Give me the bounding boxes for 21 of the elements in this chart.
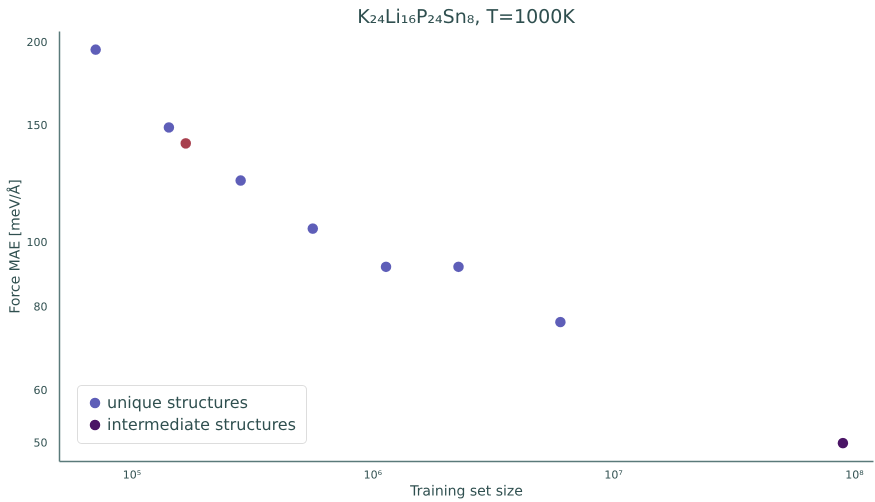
point [453, 262, 464, 272]
x-axis-title: Training set size [409, 484, 523, 500]
point [235, 175, 246, 186]
y-tick-label: 60 [34, 384, 48, 397]
x-tick-label: 10⁶ [364, 468, 383, 482]
x-tick-label: 10⁸ [845, 468, 864, 482]
y-axis-title: Force MAE [meV/Å] [6, 179, 24, 314]
legend-label: intermediate structures [107, 415, 296, 434]
x-tick-label: 10⁷ [604, 468, 623, 482]
x-tick-label: 10⁵ [122, 468, 142, 482]
chart-title: K₂₄Li₁₆P₂₄Sn₈, T=1000K [357, 6, 576, 28]
y-tick-label: 200 [26, 36, 48, 49]
point [380, 262, 392, 272]
point [90, 44, 101, 55]
point [164, 122, 174, 133]
y-tick-label: 50 [34, 436, 48, 450]
point [308, 223, 318, 234]
y-tick-label: 150 [26, 119, 48, 132]
y-tick-label: 100 [26, 236, 48, 250]
legend-label: unique structures [107, 393, 248, 412]
y-tick-label: 80 [34, 300, 48, 314]
